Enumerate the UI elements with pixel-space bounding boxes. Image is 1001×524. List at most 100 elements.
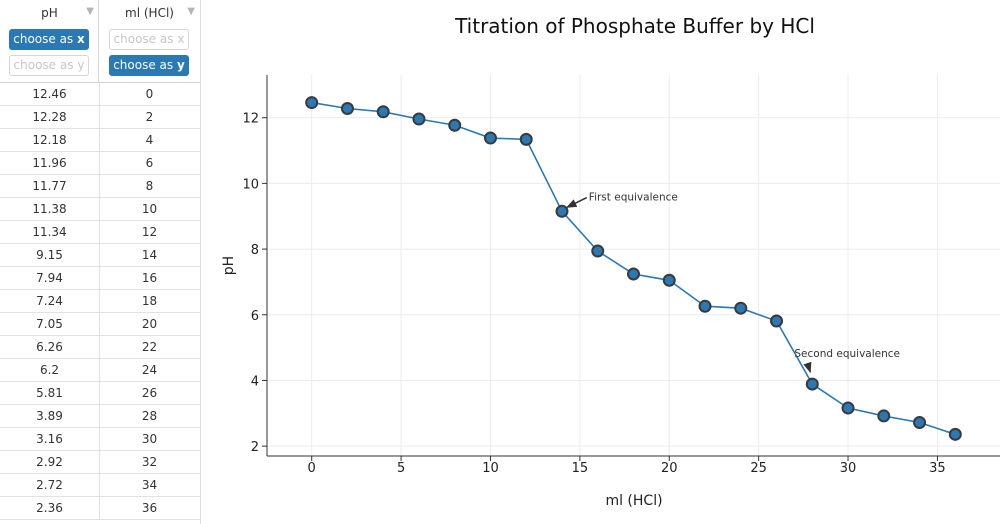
data-point[interactable] [340,102,354,116]
column-menu-caret-icon[interactable]: ▼ [187,6,195,17]
data-point[interactable] [841,401,855,415]
table-cell: 11.77 [0,175,100,197]
table-cell: 6 [145,156,154,170]
table-cell: 18 [141,294,158,308]
data-point[interactable] [483,131,497,145]
data-point[interactable] [412,112,426,126]
table-row: 2.92 32 [0,451,200,474]
data-point[interactable] [770,314,784,328]
x-tick-label: 20 [661,461,678,476]
y-tick-label: 12 [242,112,259,127]
data-point[interactable] [376,105,390,119]
data-point[interactable] [591,244,605,258]
x-tick-label: 35 [929,461,946,476]
table-cell: 24 [141,363,158,377]
titration-chart: 0 5 10 15 20 25 30 35 2 4 6 8 10 12 Titration of Phosp… [221,14,1000,509]
table-cell: 8 [145,179,154,193]
table-cell: 2 [145,110,154,124]
table-row: 5.81 26 [0,382,200,405]
column-title[interactable]: ml (HCl) [125,6,174,20]
table-row: 11.38 10 [0,198,200,221]
data-point[interactable] [555,204,569,218]
table-cell: 14 [141,248,158,262]
table-row: 6.2 24 [0,359,200,382]
data-point[interactable] [448,118,462,132]
table-cell: 16 [141,271,158,285]
table-cell: 3.16 [0,428,100,450]
table-cell: 12 [141,225,158,239]
table-cell: 10 [141,202,158,216]
table-cell: 12.18 [0,129,100,151]
table-row: 3.89 28 [0,405,200,428]
table-row: 7.05 20 [0,313,200,336]
choose-as-y-button[interactable]: choose as y [109,55,189,76]
table-cell: 20 [141,317,158,331]
table-cell: 11.96 [0,152,100,174]
y-tick-label: 4 [251,374,259,389]
table-cell: 12.28 [0,106,100,128]
x-axis-label: ml (HCl) [605,493,662,509]
data-point[interactable] [698,299,712,313]
table-row: 11.34 12 [0,221,200,244]
table-cell: 3.89 [0,405,100,427]
table-cell: 0 [145,87,154,101]
column-headers: pH ▼ choose as x choose as y ml (HCl) ▼ … [0,0,200,83]
table-cell: 2.36 [0,497,100,519]
table-cell: 28 [141,409,158,423]
table-row: 2.36 36 [0,497,200,520]
choose-as-x-button[interactable]: choose as x [9,29,89,50]
table-cell: 12.46 [0,83,100,105]
table-cell: 22 [141,340,158,354]
x-tick-label: 30 [840,461,857,476]
data-point[interactable] [519,132,533,146]
choose-as-x-button[interactable]: choose as x [109,29,189,50]
table-cell: 30 [141,432,158,446]
table-cell: 4 [145,133,154,147]
table-row: 12.28 2 [0,106,200,129]
choose-as-y-button[interactable]: choose as y [9,55,89,76]
x-tick-label: 25 [750,461,767,476]
table-row: 11.96 6 [0,152,200,175]
table-row: 3.16 30 [0,428,200,451]
data-point[interactable] [305,96,319,110]
column-header-ph: pH ▼ choose as x choose as y [0,0,99,82]
table-row: 11.77 8 [0,175,200,198]
annotation-arrow [803,361,812,374]
x-tick-label: 5 [397,461,405,476]
table-cell: 2.72 [0,474,100,496]
y-tick-label: 2 [251,440,259,455]
table-cell: 11.38 [0,198,100,220]
y-tick-label: 6 [251,309,259,324]
y-tick-label: 8 [251,243,259,258]
table-row: 6.26 22 [0,336,200,359]
column-menu-caret-icon[interactable]: ▼ [86,6,94,17]
data-point[interactable] [627,267,640,281]
table-cell: 11.34 [0,221,100,243]
data-table-panel: pH ▼ choose as x choose as y ml (HCl) ▼ … [0,0,201,524]
table-cell: 6.2 [0,359,100,381]
data-point[interactable] [662,273,676,287]
data-point[interactable] [805,377,819,391]
data-point[interactable] [877,409,891,423]
data-point[interactable] [913,415,927,429]
table-row: 7.94 16 [0,267,200,290]
table-cell: 26 [141,386,158,400]
x-tick-label: 0 [308,461,316,476]
table-cell: 36 [141,501,158,515]
table-cell: 7.24 [0,290,100,312]
table-row: 9.15 14 [0,244,200,267]
column-title[interactable]: pH [41,6,58,20]
table-cell: 7.05 [0,313,100,335]
table-cell: 5.81 [0,382,100,404]
table-cell: 7.94 [0,267,100,289]
table-cell: 9.15 [0,244,100,266]
x-tick-label: 10 [482,461,499,476]
data-point[interactable] [948,427,962,441]
annotation-label: First equivalence [589,192,678,204]
column-header-ml-hcl: ml (HCl) ▼ choose as x choose as y [100,0,199,82]
data-point[interactable] [734,301,748,315]
table-cell: 32 [141,455,158,469]
table-row: 2.72 34 [0,474,200,497]
annotation-arrow [566,196,588,208]
table-row: 12.46 0 [0,83,200,106]
